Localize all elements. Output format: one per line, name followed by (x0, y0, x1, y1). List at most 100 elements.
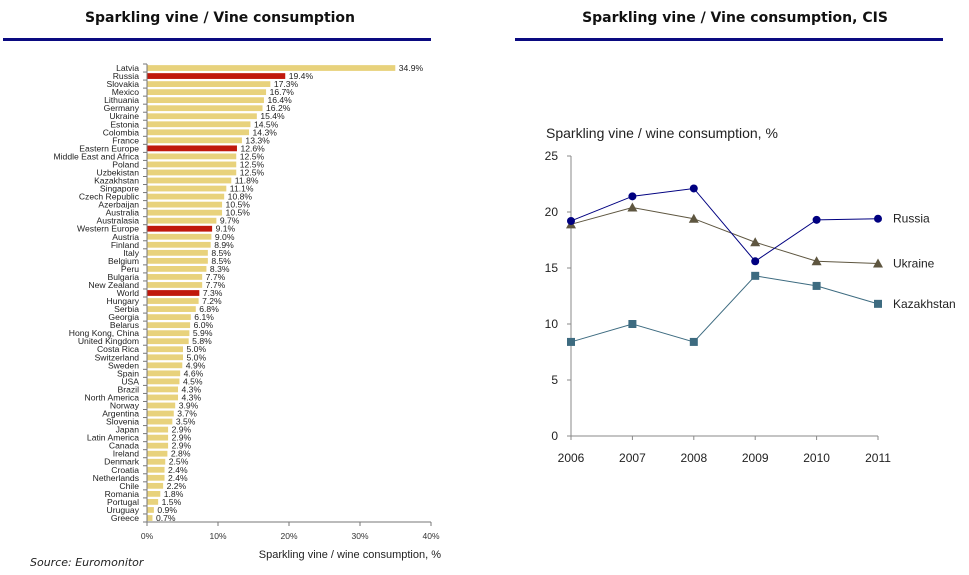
category-label: Canada (109, 441, 139, 451)
ukraine-point (627, 202, 638, 212)
category-label: Eastern Europe (79, 143, 139, 153)
category-label: Poland (112, 159, 139, 169)
category-label: Germany (104, 103, 140, 113)
data-label: 12.5% (240, 159, 265, 169)
data-label: 11.1% (230, 184, 254, 194)
category-label: Australasia (96, 216, 139, 226)
data-label: 14.3% (253, 127, 278, 137)
category-label: Argentina (102, 409, 139, 419)
category-label: Azerbaijan (98, 200, 139, 210)
x-axis-title: Sparkling vine / wine consumption, % (259, 549, 441, 561)
category-label: Belgium (108, 256, 139, 266)
russia-point (874, 214, 882, 223)
category-label: Uruguay (107, 505, 140, 515)
data-label: 7.7% (206, 272, 226, 282)
category-label: Costa Rica (97, 344, 139, 354)
category-label: North America (85, 392, 140, 402)
bar (147, 233, 212, 240)
bar-highlight (147, 290, 200, 296)
bar (147, 137, 242, 144)
bar (147, 474, 165, 481)
bar (147, 161, 237, 168)
bar (147, 65, 396, 71)
data-label: 17.3% (274, 79, 299, 89)
data-label: 2.5% (169, 457, 189, 467)
category-label: Chile (119, 481, 139, 491)
bar (147, 201, 223, 208)
x-tick-label: 2007 (619, 451, 646, 465)
right-panel-title: Sparkling vine / Vine consumption, CIS (582, 10, 888, 26)
bar (147, 249, 208, 256)
bar (147, 298, 199, 304)
data-label: 0.9% (157, 505, 177, 515)
kazakhstan-point (874, 299, 882, 308)
data-label: 9.7% (220, 216, 240, 226)
right-title-rule (515, 38, 943, 41)
data-label: 3.9% (179, 400, 199, 410)
data-label: 34.9% (399, 63, 424, 73)
bar (147, 153, 237, 160)
russia-line (570, 187, 879, 262)
bar (147, 499, 159, 505)
bar (147, 507, 154, 513)
bar (147, 185, 227, 192)
bar-highlight (147, 145, 237, 152)
data-label: 2.8% (171, 449, 191, 459)
bar (147, 386, 179, 393)
data-label: 10.8% (228, 192, 253, 202)
data-label: 13.3% (245, 135, 270, 145)
category-label: Portugal (107, 497, 139, 507)
bar (147, 177, 232, 184)
y-tick-label: 20 (545, 205, 559, 219)
data-label: 4.3% (182, 392, 202, 402)
data-label: 8.5% (211, 256, 231, 266)
bar (147, 121, 251, 128)
data-label: 16.4% (267, 95, 292, 105)
x-tick-label: 20% (280, 531, 297, 541)
data-label: 2.9% (172, 425, 192, 435)
russia-point (567, 216, 575, 225)
data-label: 8.3% (210, 264, 230, 274)
category-label: Lithuania (104, 95, 139, 105)
bar (147, 450, 168, 457)
data-label: 2.9% (172, 441, 192, 451)
kazakhstan-point (567, 337, 575, 346)
left-panel-title: Sparkling vine / Vine consumption (84, 10, 356, 26)
category-label: Hungary (107, 296, 140, 306)
category-label: Latvia (116, 63, 139, 73)
russia-point (751, 257, 760, 266)
bar (147, 306, 196, 312)
y-tick-label: 0 (551, 429, 558, 443)
data-label: 2.2% (167, 481, 187, 491)
x-tick-label: 2010 (803, 451, 830, 465)
category-label: World (117, 288, 140, 298)
data-label: 4.5% (183, 376, 203, 386)
category-label: Italy (123, 248, 139, 258)
bar (147, 338, 189, 345)
data-label: 10.5% (226, 208, 251, 218)
bar (147, 266, 207, 272)
legend-russia: Russia (893, 212, 930, 226)
y-tick-label: 25 (545, 149, 559, 163)
category-label: Brazil (118, 384, 140, 394)
data-label: 10.5% (226, 200, 251, 210)
bar (147, 129, 250, 136)
kazakhstan-point (751, 271, 760, 280)
category-label: Finland (111, 240, 139, 250)
data-label: 6.0% (194, 320, 214, 330)
category-label: USA (121, 376, 139, 386)
data-label: 15.4% (260, 111, 285, 121)
data-label: 6.1% (194, 312, 214, 322)
left-title-rule (3, 38, 431, 41)
x-tick-label: 40% (422, 531, 439, 541)
category-label: New Zealand (88, 280, 139, 290)
category-label: Slovenia (106, 417, 139, 427)
data-label: 11.8% (235, 176, 259, 186)
category-label: Bulgaria (107, 272, 139, 282)
x-tick-label: 0% (141, 531, 154, 541)
data-label: 4.9% (186, 360, 206, 370)
bar (147, 490, 161, 497)
bar (147, 346, 183, 353)
data-label: 16.7% (270, 87, 295, 97)
bar (147, 257, 208, 264)
